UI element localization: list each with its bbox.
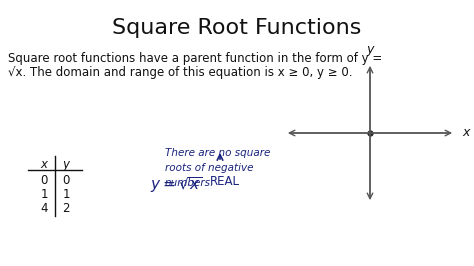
Text: There are no square
roots of negative
numbers.: There are no square roots of negative nu… [165, 148, 270, 188]
Text: √x. The domain and range of this equation is x ≥ 0, y ≥ 0.: √x. The domain and range of this equatio… [8, 66, 353, 79]
Text: $y = \sqrt{x}$: $y = \sqrt{x}$ [150, 175, 203, 195]
Text: Square Root Functions: Square Root Functions [112, 18, 362, 38]
Text: y: y [366, 43, 374, 56]
Text: 1: 1 [62, 188, 70, 201]
Text: 4: 4 [40, 202, 48, 215]
Text: 2: 2 [62, 202, 70, 215]
Text: x: x [40, 158, 47, 171]
Text: REAL: REAL [210, 175, 240, 188]
Text: 0: 0 [62, 174, 70, 187]
Text: x: x [462, 127, 469, 139]
Text: 0: 0 [40, 174, 48, 187]
Text: y: y [63, 158, 70, 171]
Text: 1: 1 [40, 188, 48, 201]
Text: Square root functions have a parent function in the form of y =: Square root functions have a parent func… [8, 52, 382, 65]
